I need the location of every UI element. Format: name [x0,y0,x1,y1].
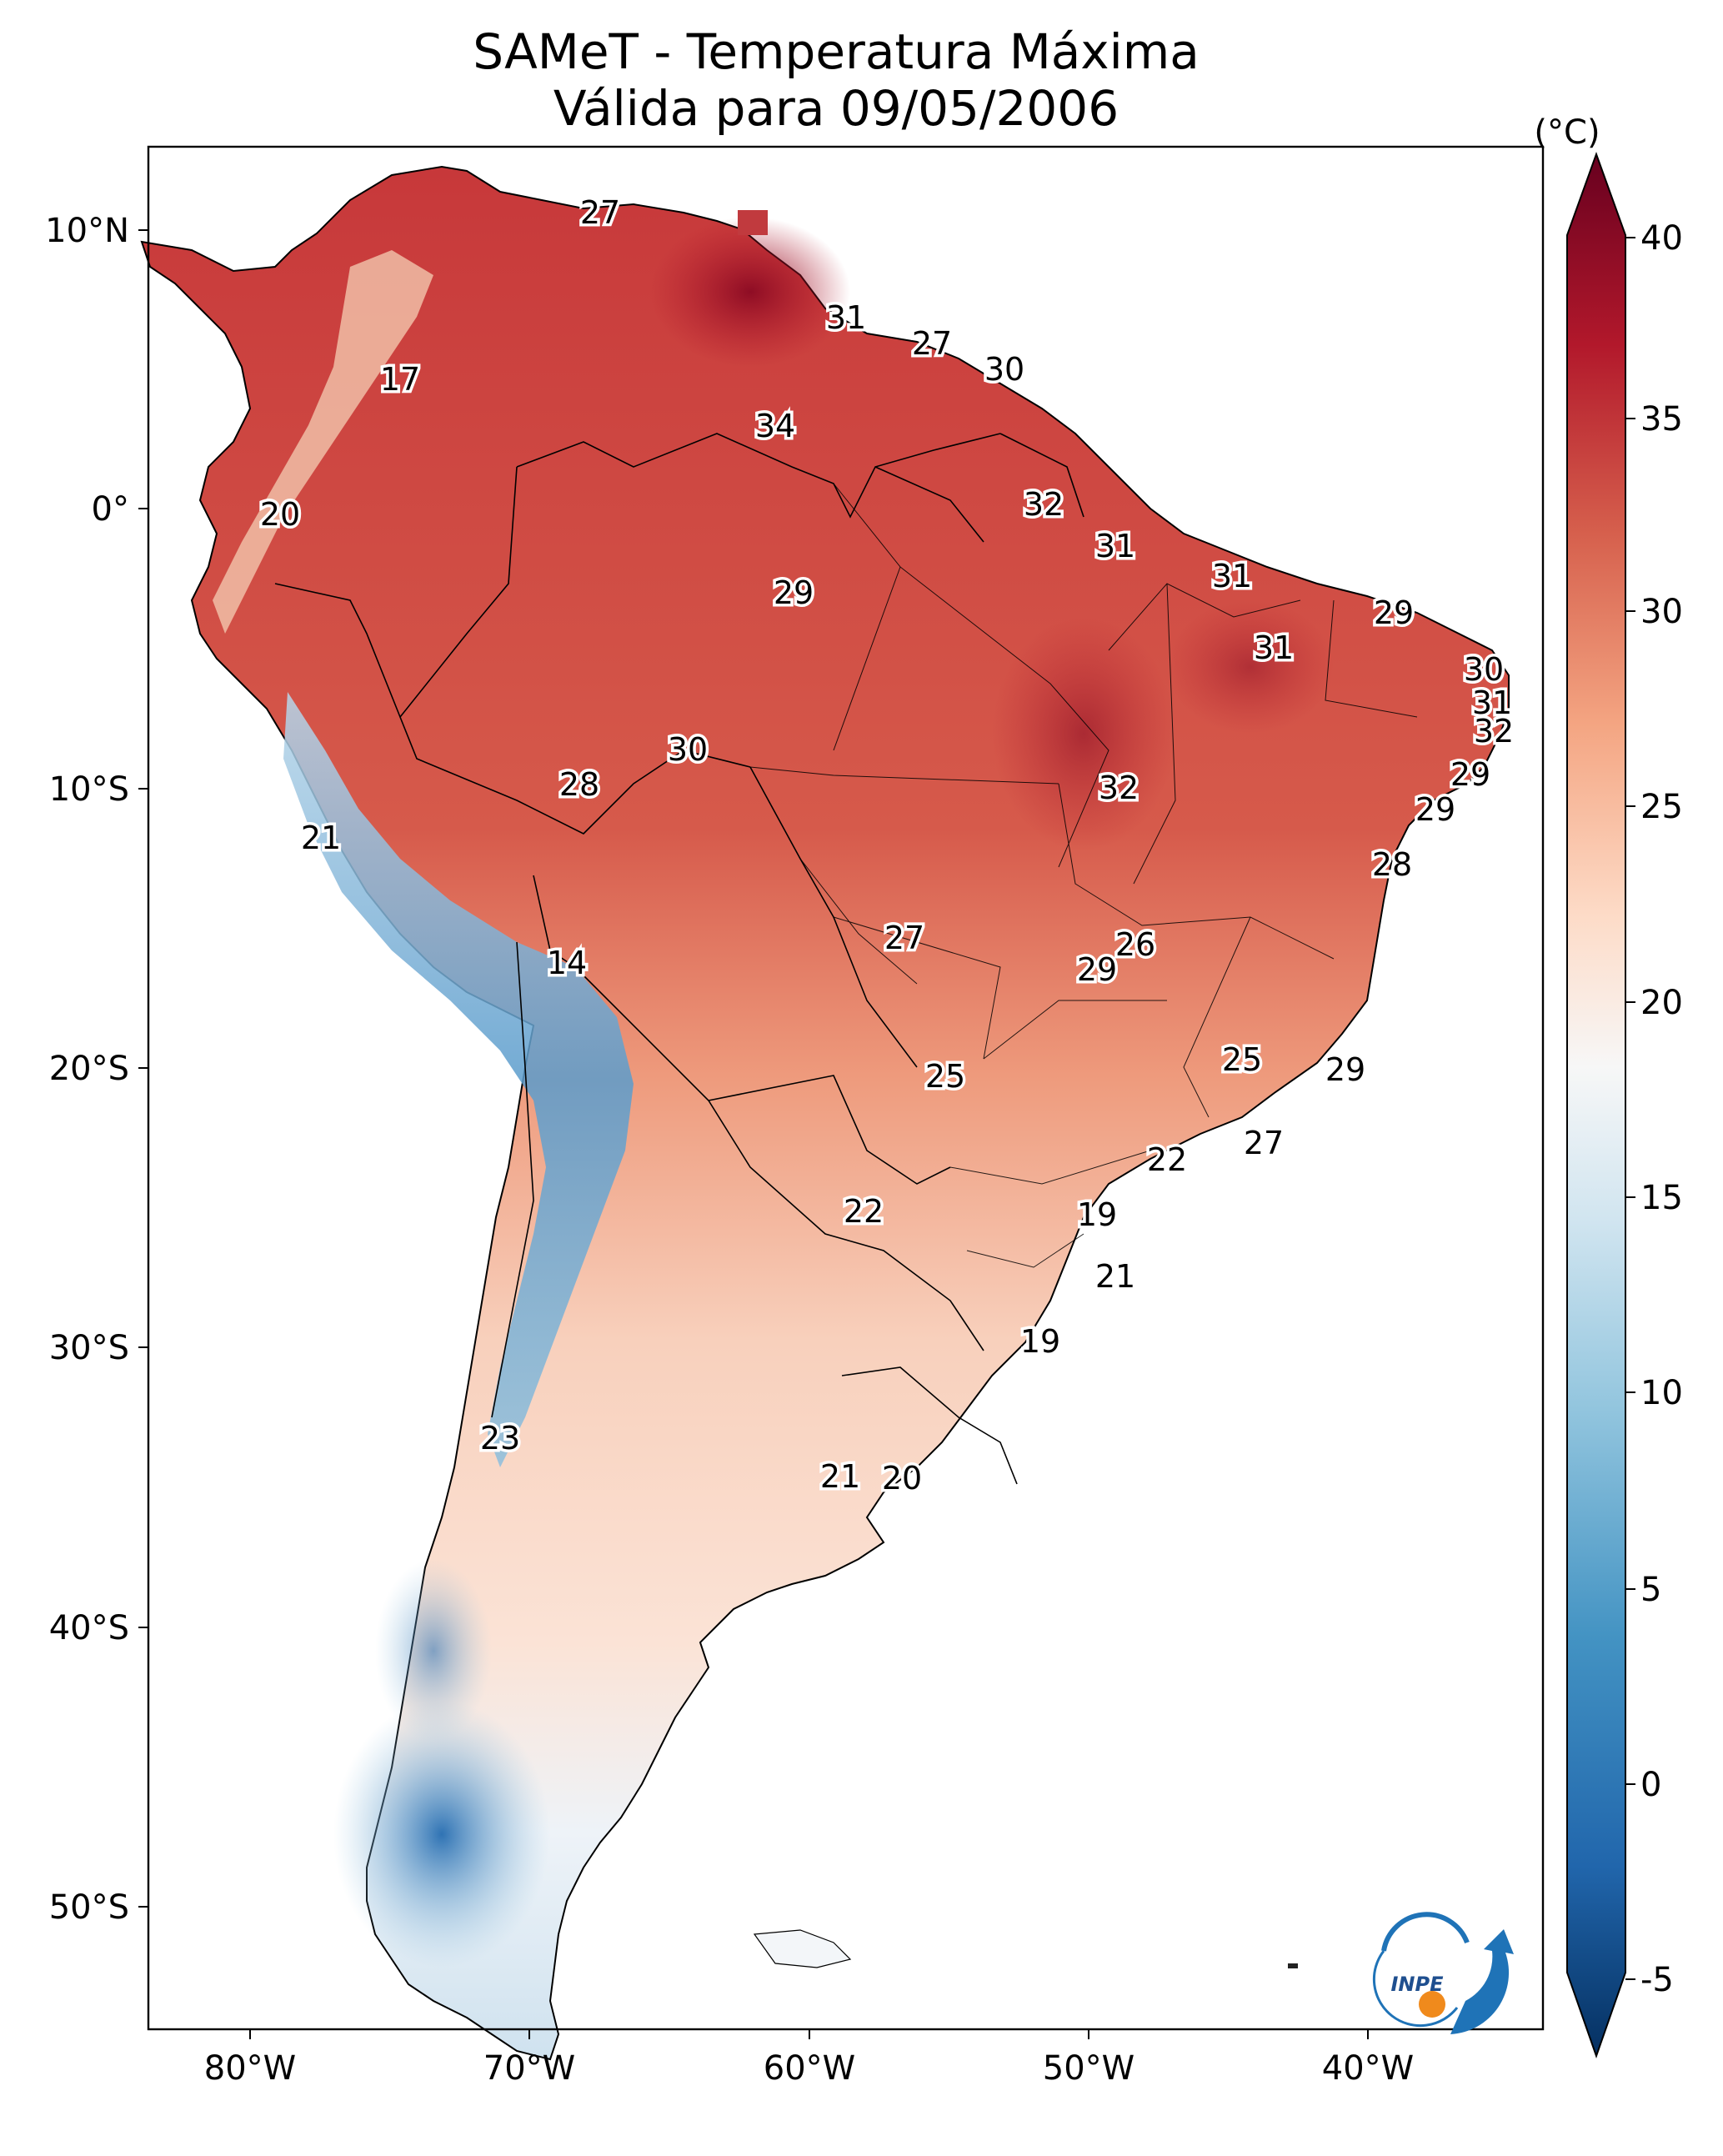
temp-label: 34 [755,408,795,444]
northern-andes [213,250,433,634]
temp-label: 25 [925,1058,965,1095]
x-axis: 80°W 70°W 60°W 50°W 40°W [204,2029,1414,2088]
temp-label: 31 [1472,684,1512,721]
x-tick-label: 70°W [483,2049,575,2088]
hotspot-north [650,217,850,367]
temp-label: 27 [912,325,952,362]
temp-label: 20 [260,496,300,533]
temp-label: 30 [1464,651,1504,688]
temp-label: 21 [301,820,341,856]
falklands [753,1929,852,1968]
temp-label: 29 [1450,756,1490,793]
temp-label: 29 [1415,791,1455,828]
colorbar-tick: 40 [1640,219,1683,258]
temp-label: 22 [1147,1141,1187,1178]
y-tick-label: 10°S [49,770,129,809]
logo-text: INPE [1391,1973,1445,1996]
temp-label: 31 [1095,528,1135,564]
temp-label: 30 [984,351,1024,388]
title-line2: Válida para 09/05/2006 [553,80,1119,137]
colorbar-body [1566,152,1626,2059]
temp-label: 20 [882,1460,922,1497]
temp-label: 25 [1222,1041,1262,1078]
temp-label: 27 [580,194,620,231]
temp-label: 28 [1372,846,1412,883]
map-area [140,165,1510,2061]
colorbar-tick: 25 [1640,788,1683,826]
y-tick-label: 30°S [49,1329,129,1367]
colorbar-tick: 10 [1640,1374,1683,1412]
colorbar-tick: 35 [1640,400,1683,439]
colorbar-tick: 5 [1640,1571,1661,1609]
temp-label: 31 [1254,629,1294,666]
temp-label: 26 [1115,926,1155,963]
temp-label: 27 [884,920,924,956]
temp-label: 19 [1020,1323,1060,1360]
colorbar-tick: 15 [1640,1179,1683,1217]
temp-label: 19 [1077,1196,1117,1233]
temp-label: 29 [1077,951,1117,988]
x-tick-label: 50°W [1043,2049,1134,2088]
temp-label: 21 [820,1458,860,1495]
colorbar-unit: (°C) [1534,113,1600,152]
y-tick-label: 40°S [49,1609,129,1647]
hotspot-northeast [1167,600,1334,734]
island-trinidad [738,210,768,235]
colorbar-tick: 30 [1640,593,1683,631]
x-tick-label: 40°W [1322,2049,1414,2088]
y-tick-label: 50°S [49,1888,129,1927]
temp-label: 31 [1212,558,1252,594]
temp-label: 30 [668,731,708,768]
andes-cold-band [283,692,634,1467]
y-tick-label: 10°N [45,212,129,250]
island-south-georgia [1288,1963,1298,1968]
y-tick-label: 20°S [49,1050,129,1088]
temp-label: 31 [826,299,866,336]
temp-label: 28 [559,766,599,803]
patagonia-cold [333,1701,550,1968]
x-tick-label: 60°W [764,2049,855,2088]
state-borders [749,483,1418,1268]
temperature-labels: 27 31 27 30 17 34 20 32 31 29 31 29 31 3… [257,192,1516,1500]
map-frame [147,145,1545,2031]
colorbar: (°C) 40 35 30 25 20 15 10 5 0 -5 [1534,113,1683,2059]
temp-label: 29 [1325,1051,1365,1088]
temp-label: 29 [1374,594,1414,631]
temp-label: 32 [1024,486,1064,523]
colorbar-tick: -5 [1640,1961,1674,1999]
y-axis: 10°N 0° 10°S 20°S 30°S 40°S 50°S [45,212,148,1927]
temp-label: 29 [774,574,814,611]
temp-label: 22 [844,1193,884,1230]
chile-south-cold [375,1559,492,1742]
title-line1: SAMeT - Temperatura Máxima [473,23,1200,80]
inpe-logo: INPE [1372,1912,1514,2034]
colorbar-tick: 0 [1640,1766,1661,1804]
temp-label: 32 [1099,770,1139,806]
colorbar-tick: 20 [1640,984,1683,1022]
x-tick-label: 80°W [204,2049,296,2088]
temp-label: 17 [380,361,420,398]
temp-label: 21 [1095,1258,1135,1295]
temp-label: 27 [1244,1125,1284,1161]
temp-label: 32 [1474,713,1514,750]
temp-label: 14 [547,945,587,981]
y-tick-label: 0° [92,490,129,529]
hotspot-central [992,617,1175,850]
temp-label: 23 [480,1420,520,1457]
